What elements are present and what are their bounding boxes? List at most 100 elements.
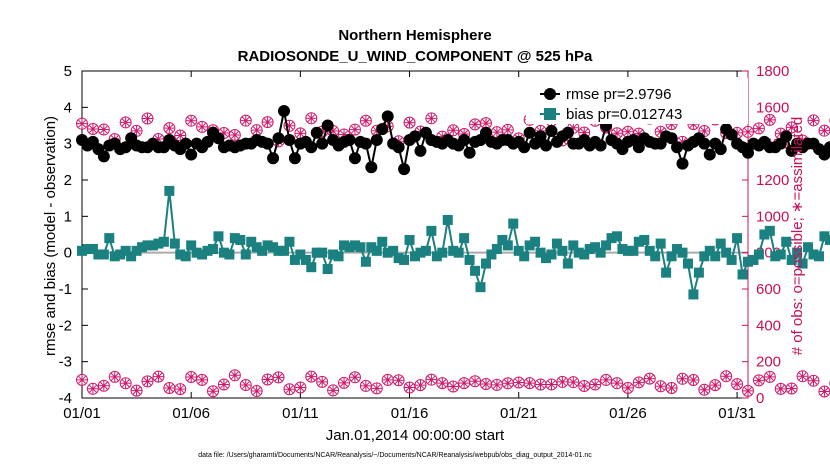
obs-bias-assimilated [524,378,535,389]
bias-point [224,249,235,260]
obs-bias-possible [600,373,613,386]
obs-bias-assimilated [470,376,481,387]
obs-rmse-assimilated [491,127,502,138]
rmse-point [534,130,547,143]
obs-bias-assimilated [371,383,382,394]
obs-bias-assimilated [644,373,655,384]
obs-rmse-assimilated [360,115,371,126]
obs-rmse-assimilated [699,126,710,137]
rmse-point [479,126,492,139]
obs-bias-assimilated [480,379,491,390]
bias-point [186,240,197,251]
rmse-point [561,126,574,139]
bias-point [366,242,377,253]
rmse-point [370,134,383,147]
bias-point [93,249,104,260]
obs-rmse-possible [359,114,372,127]
obs-bias-assimilated [535,379,546,390]
rmse-point [305,141,318,154]
obs-bias-assimilated [284,384,295,395]
obs-bias-possible [785,382,798,395]
obs-rmse-assimilated [295,128,306,139]
obs-bias-assimilated [426,374,437,385]
obs-rmse-assimilated [459,129,470,140]
obs-rmse-assimilated [502,124,513,135]
obs-bias-possible [469,375,482,388]
bias-point [584,244,595,255]
obs-bias-possible [141,375,154,388]
bias-point [743,256,753,267]
obs-bias-possible [731,378,744,391]
bias-point [541,253,552,264]
bias-point [448,245,459,256]
bias-point [699,251,710,262]
obs-bias-assimilated [218,379,229,390]
obs-rmse-assimilated [753,123,764,134]
rmse-point [261,137,274,150]
bias-point [655,238,666,249]
bias-point [349,240,360,251]
y-right-tick-label: 600 [756,281,781,298]
rmse-point [458,134,471,147]
bias-point [311,247,322,258]
bias-point [415,247,426,258]
obs-rmse-assimilated [240,115,251,126]
obs-bias-possible [250,385,263,398]
obs-bias-possible [76,373,88,386]
legend-box [526,78,748,124]
obs-bias-assimilated [186,371,197,382]
y-right-tick-label: 1800 [756,63,789,80]
y-right-tick-label: 1000 [756,208,789,225]
obs-bias-possible [752,374,765,387]
obs-rmse-assimilated [164,123,175,134]
obs-bias-assimilated [175,384,186,395]
obs-rmse-assimilated [655,126,666,137]
bias-point [453,247,464,258]
rmse-point [359,137,372,150]
obs-rmse-assimilated [349,124,360,135]
bias-point [229,233,240,244]
obs-rmse-assimilated [677,136,688,147]
obs-rmse-assimilated [404,117,415,128]
bias-point [497,234,508,245]
bias-point [158,236,169,247]
bias-point [87,244,98,255]
obs-bias-possible [567,376,580,389]
obs-rmse-possible [785,121,798,134]
bias-point [98,249,109,260]
bias-point [164,185,175,196]
rmse-point [414,144,427,157]
bias-point [235,234,246,245]
obs-bias-assimilated [317,376,328,387]
obs-bias-assimilated [339,377,350,388]
x-tick-label: 01/01 [63,405,101,422]
obs-rmse-assimilated [568,122,579,133]
obs-bias-assimilated [622,382,633,393]
bias-point [666,251,677,262]
obs-rmse-possible [76,117,88,130]
data-file-footnote: data file: /Users/gharamti/Documents/NCA… [198,452,592,459]
chart-subtitle: RADIOSONDE_U_WIND_COMPONENT @ 525 hPa [238,48,593,65]
bias-point [628,245,639,256]
obs-rmse-assimilated [197,121,208,132]
y-tick-label: 2 [64,172,72,189]
obs-rmse-possible [174,129,187,142]
legend-bias-label: bias pr=0.012743 [566,106,682,123]
rmse-point [725,128,738,141]
rmse-point [594,139,607,152]
rmse-point [398,163,411,176]
obs-bias-assimilated [120,378,131,389]
obs-rmse-assimilated [251,125,262,136]
bias-point [688,289,699,300]
rmse-point [392,141,405,154]
obs-bias-possible [305,370,318,383]
bias-point [491,244,502,255]
bias-point [617,244,628,255]
obs-rmse-assimilated [284,120,295,131]
bias-point [399,254,410,265]
bias-point [300,254,311,265]
bias-point [573,247,584,258]
obs-rmse-assimilated [437,131,448,142]
bias-point [732,233,743,244]
